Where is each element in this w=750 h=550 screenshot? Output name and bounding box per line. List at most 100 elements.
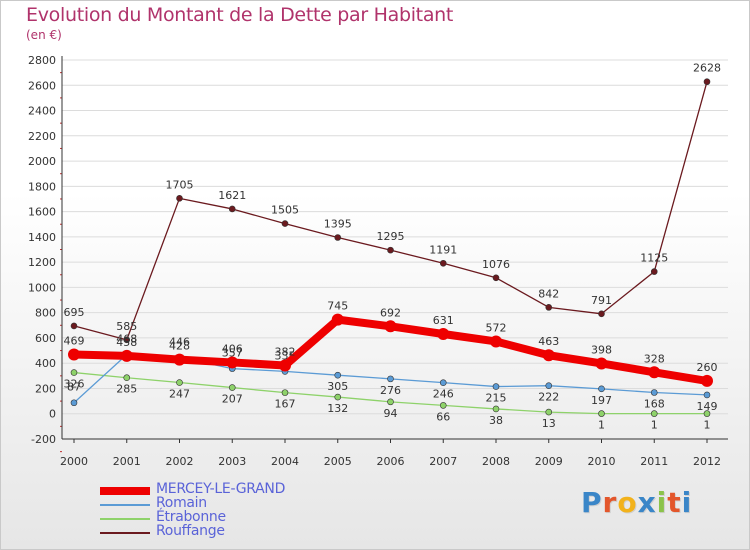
data-label: 285	[116, 383, 137, 396]
data-point	[176, 379, 183, 386]
data-point	[595, 357, 608, 370]
data-label: 398	[591, 343, 612, 356]
data-label: 1621	[218, 189, 246, 202]
x-tick-label: 2010	[588, 455, 616, 468]
y-tick-label: 2000	[28, 155, 56, 168]
data-point	[439, 402, 447, 409]
y-tick-label: 1800	[28, 180, 56, 193]
data-label: 446	[169, 335, 190, 348]
x-tick-label: 2011	[640, 455, 668, 468]
y-tick-label: -200	[31, 433, 56, 446]
y-tick-label: 1400	[28, 231, 56, 244]
data-point	[439, 259, 447, 267]
x-tick-label: 2008	[482, 455, 510, 468]
data-point	[648, 366, 661, 379]
data-label: 1	[704, 419, 711, 432]
y-tick-label: 800	[35, 307, 56, 320]
data-point	[439, 379, 447, 386]
chart-unit: (en €)	[26, 28, 62, 42]
data-point	[387, 398, 394, 406]
data-point	[281, 220, 289, 227]
data-point	[120, 349, 133, 362]
data-point	[334, 234, 342, 241]
data-point	[650, 389, 658, 396]
data-label: 260	[697, 361, 718, 374]
data-point	[545, 408, 553, 416]
data-label: 1	[651, 419, 658, 432]
data-label: 276	[380, 384, 401, 397]
data-point	[70, 369, 78, 376]
data-point	[703, 391, 711, 399]
data-label: 1705	[166, 178, 194, 191]
y-tick-label: 2200	[28, 130, 56, 143]
data-label: 222	[538, 391, 559, 404]
y-tick-label: 1200	[28, 256, 56, 269]
data-point	[228, 384, 236, 391]
data-point	[701, 374, 713, 387]
data-label: 1295	[377, 230, 405, 243]
legend-swatch	[100, 504, 150, 506]
data-point	[123, 374, 131, 382]
data-label: 167	[275, 398, 296, 411]
data-label: 745	[327, 300, 348, 313]
data-label: 38	[489, 414, 503, 427]
data-point	[490, 335, 502, 348]
data-point	[492, 383, 500, 390]
y-tick-label: 0	[49, 408, 56, 421]
data-point	[598, 410, 605, 417]
data-point	[384, 320, 397, 333]
data-label: 305	[327, 380, 348, 393]
data-label: 428	[169, 340, 190, 353]
data-label: 692	[380, 306, 401, 319]
legend-label: Romain	[156, 495, 207, 511]
data-point	[331, 313, 344, 326]
y-tick-label: 1600	[28, 206, 56, 219]
data-point	[492, 274, 500, 282]
chart-title: Evolution du Montant de la Dette par Hab…	[26, 4, 454, 26]
data-label: 1125	[640, 252, 668, 265]
data-label: 246	[433, 388, 454, 401]
data-label: 94	[384, 407, 398, 420]
data-point	[545, 382, 553, 389]
x-tick-label: 2003	[218, 455, 246, 468]
data-label: 215	[486, 392, 507, 405]
proxiti-logo: Proxiti	[581, 486, 693, 519]
data-label: 326	[64, 378, 85, 391]
data-label: 695	[64, 306, 85, 319]
data-point	[334, 393, 342, 401]
data-label: 1395	[324, 217, 352, 230]
data-point	[70, 322, 78, 330]
legend-label: MERCEY-LE-GRAND	[156, 481, 286, 497]
data-point	[598, 310, 605, 318]
data-label: 87	[67, 381, 81, 394]
data-point	[387, 375, 394, 383]
data-point	[228, 205, 236, 213]
data-label: 132	[327, 402, 348, 415]
data-point	[226, 356, 239, 369]
data-point	[176, 195, 183, 202]
data-label: 197	[591, 394, 612, 407]
data-label: 149	[697, 400, 718, 413]
x-tick-label: 2009	[535, 455, 563, 468]
y-tick-label: 2400	[28, 105, 56, 118]
data-point	[650, 410, 658, 417]
data-point	[123, 336, 131, 344]
data-label: 585	[116, 320, 137, 333]
y-tick-label: 400	[35, 357, 56, 370]
data-label: 328	[644, 352, 665, 365]
data-label: 572	[486, 321, 507, 334]
x-tick-label: 2002	[166, 455, 194, 468]
data-point	[68, 348, 80, 361]
data-point	[173, 353, 186, 366]
data-label: 791	[591, 294, 612, 307]
x-tick-label: 2001	[113, 455, 141, 468]
data-point	[703, 410, 711, 417]
legend-label: Étrabonne	[156, 509, 226, 525]
legend-swatch	[100, 487, 150, 495]
series-line	[73, 81, 708, 341]
data-label: 468	[116, 333, 137, 346]
legend-swatch	[100, 518, 150, 520]
data-point	[281, 389, 289, 396]
data-point	[542, 349, 555, 362]
